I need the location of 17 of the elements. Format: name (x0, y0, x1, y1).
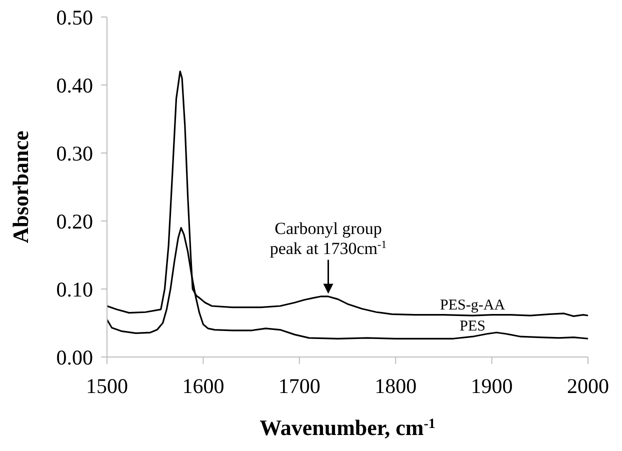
y-tick-label: 0.40 (56, 73, 93, 98)
series-label: PES (460, 318, 486, 335)
x-tick-label: 1900 (470, 374, 513, 398)
series-label: PES-g-AA (440, 298, 506, 314)
x-tick-label: 1600 (182, 374, 224, 398)
y-tick-label: 0.20 (56, 209, 93, 234)
y-tick-label: 0.00 (56, 345, 93, 370)
x-tick-label: 2000 (567, 374, 609, 398)
x-tick-label: 1700 (278, 374, 320, 398)
x-tick-label: 1500 (86, 374, 128, 398)
x-tick-label: 1800 (374, 374, 417, 398)
annotation: Carbonyl group peak at 1730cm$^{-1}$ (270, 218, 387, 258)
x-axis-title: Wavenumber, cm$^{-1}$ (260, 415, 436, 440)
y-tick-label: 0.50 (56, 5, 93, 30)
y-tick-label: 0.10 (56, 277, 93, 302)
y-tick-label: 0.30 (56, 141, 93, 166)
y-axis-title: Absorbance (8, 130, 33, 244)
